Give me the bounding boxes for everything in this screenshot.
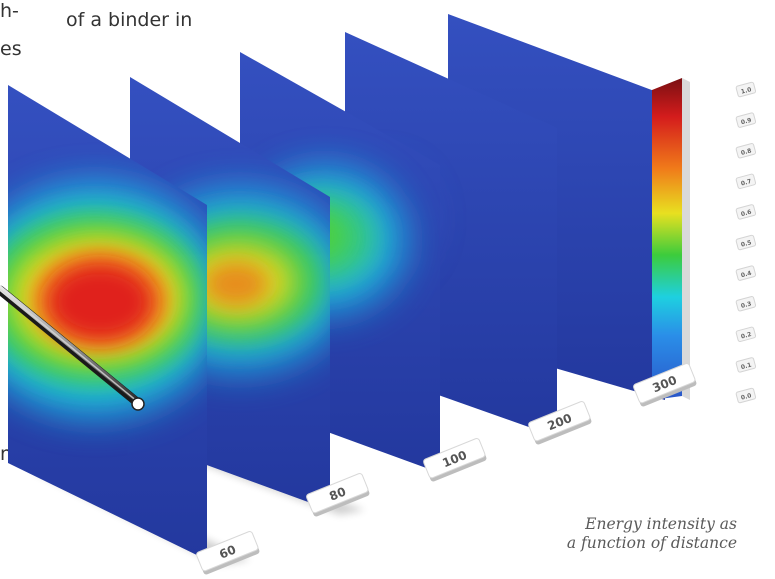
scale-label-text: 0.9 [740, 117, 752, 127]
text-fragment: h- [0, 0, 19, 22]
distance-label-80: 80 [306, 473, 370, 517]
distance-label-60: 60 [196, 531, 260, 575]
scale-label-text: 0.7 [740, 178, 752, 188]
intensity-scale-labels: 1.0 0.9 0.8 0.7 0.6 0.5 0.4 0.3 0.2 0.1 0.0 [735, 81, 757, 404]
scale-label-0.3: 0.3 [735, 296, 757, 312]
scale-label-text: 0.4 [740, 270, 752, 280]
scale-label-text: 1.0 [740, 86, 752, 96]
scale-label-text: 0.8 [740, 147, 752, 157]
scale-label-0.9: 0.9 [735, 112, 757, 128]
scale-label-0.0: 0.0 [735, 387, 757, 404]
scale-label-0.5: 0.5 [735, 234, 757, 251]
distance-label-300: 300 [633, 363, 697, 407]
scale-label-text: 0.2 [740, 331, 752, 341]
text-fragment: of a binder in [66, 9, 193, 31]
scale-label-0.6: 0.6 [735, 204, 757, 220]
scale-label-text: 0.0 [740, 392, 752, 402]
distance-label-100: 100 [423, 438, 487, 482]
scale-label-0.8: 0.8 [735, 143, 757, 159]
plane-60 [8, 85, 207, 560]
scale-label-text: 0.3 [740, 300, 752, 310]
scale-label-0.1: 0.1 [735, 357, 757, 373]
scale-label-1.0: 1.0 [735, 81, 757, 98]
distance-label-200: 200 [528, 401, 592, 445]
figure-caption: Energy intensity as a function of distan… [567, 515, 737, 553]
binder-probe-icon [0, 285, 145, 411]
caption-line-1: Energy intensity as [585, 515, 737, 533]
distance-labels: 60 80 100 200 300 [196, 363, 697, 575]
scale-label-text: 0.6 [740, 209, 752, 219]
distance-label-text: 60 [217, 542, 238, 561]
scale-label-0.2: 0.2 [735, 326, 757, 343]
distance-label-text: 80 [327, 484, 348, 503]
caption-line-2: a function of distance [566, 534, 737, 552]
scale-label-0.4: 0.4 [735, 265, 757, 281]
scale-label-0.7: 0.7 [735, 173, 757, 190]
scale-label-text: 0.1 [740, 362, 752, 372]
scale-label-text: 0.5 [740, 239, 752, 249]
text-fragment: es [0, 38, 22, 60]
intensity-color-scale [652, 78, 690, 400]
